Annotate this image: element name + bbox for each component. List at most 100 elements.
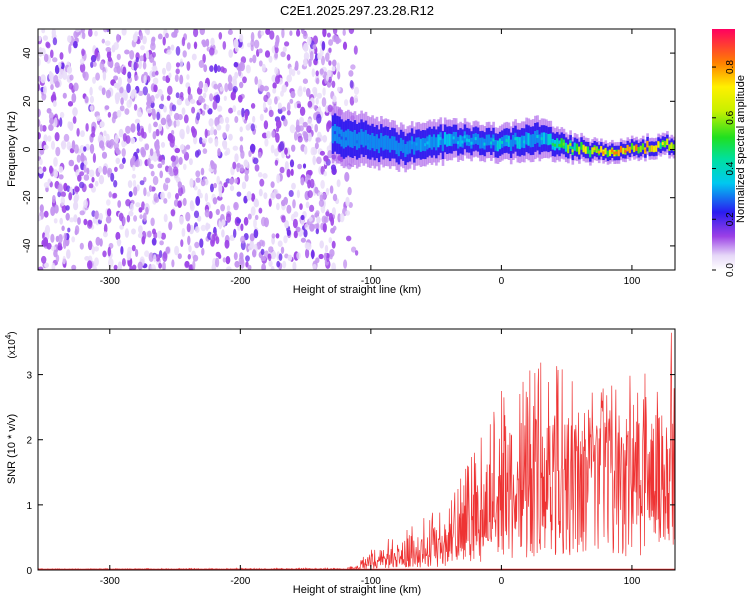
noise-speck <box>252 157 259 165</box>
noise-speck <box>139 31 143 41</box>
noise-speck <box>42 166 47 172</box>
noise-speck <box>348 202 353 208</box>
noise-speck <box>215 208 220 216</box>
noise-speck <box>287 254 293 261</box>
noise-speck <box>336 62 340 72</box>
noise-speck <box>221 219 226 227</box>
noise-speck <box>147 230 152 238</box>
noise-speck <box>149 148 154 157</box>
noise-speck <box>82 71 86 79</box>
noise-speck <box>263 94 269 103</box>
noise-speck <box>185 144 191 150</box>
noise-speck <box>315 257 320 264</box>
noise-speck <box>88 183 94 189</box>
noise-speck <box>38 132 41 140</box>
noise-speck <box>247 213 252 220</box>
noise-speck <box>92 76 97 84</box>
noise-speck <box>188 158 193 166</box>
noise-speck <box>174 147 181 154</box>
noise-speck <box>162 67 166 75</box>
noise-speck <box>162 36 166 46</box>
noise-speck <box>171 31 177 38</box>
noise-speck <box>328 76 332 83</box>
noise-speck <box>315 137 321 143</box>
noise-speck <box>84 256 90 261</box>
noise-speck <box>77 217 81 225</box>
noise-speck <box>307 132 312 142</box>
noise-speck <box>75 29 81 33</box>
noise-speck <box>229 185 235 192</box>
noise-speck <box>156 230 162 239</box>
band-peak <box>551 142 555 146</box>
noise-speck <box>276 260 281 268</box>
noise-speck <box>161 159 166 165</box>
noise-speck <box>282 260 287 269</box>
band-core <box>364 130 368 146</box>
band-peak <box>571 149 575 153</box>
noise-speck <box>232 161 237 170</box>
band-peak <box>461 140 465 144</box>
noise-speck <box>274 159 279 166</box>
noise-speck <box>138 225 143 234</box>
noise-speck <box>167 118 172 127</box>
noise-speck <box>240 235 246 244</box>
noise-speck <box>112 192 118 199</box>
noise-speck <box>236 191 242 197</box>
noise-speck <box>66 249 71 259</box>
noise-speck <box>267 98 272 106</box>
noise-speck <box>135 159 140 168</box>
noise-speck <box>148 123 152 134</box>
noise-speck <box>244 111 249 121</box>
band-peak <box>426 141 429 145</box>
noise-speck <box>116 53 121 61</box>
noise-speck <box>291 182 296 190</box>
noise-speck <box>344 99 349 107</box>
band-core <box>591 147 594 155</box>
noise-speck <box>55 146 61 157</box>
noise-speck <box>247 245 254 251</box>
noise-speck <box>215 94 221 104</box>
noise-speck <box>94 180 99 187</box>
noise-speck <box>120 97 124 105</box>
noise-speck <box>267 253 272 262</box>
noise-speck <box>195 177 201 183</box>
noise-speck <box>167 85 173 96</box>
noise-speck <box>86 167 90 175</box>
noise-speck <box>126 83 131 94</box>
noise-speck <box>179 74 184 85</box>
band-core <box>633 145 636 153</box>
noise-speck <box>296 103 302 109</box>
snr-series <box>38 332 675 570</box>
noise-speck <box>110 172 115 182</box>
noise-speck <box>226 266 232 270</box>
band-peak <box>514 137 517 141</box>
band-core <box>659 142 663 149</box>
noise-speck <box>40 74 46 84</box>
noise-speck <box>216 175 220 185</box>
band-core <box>430 136 434 150</box>
noise-speck <box>178 186 183 197</box>
noise-speck <box>104 105 110 110</box>
noise-speck <box>246 191 252 201</box>
bottom-y-label: SNR (10 * v/v) <box>6 414 18 484</box>
band-core <box>657 141 660 148</box>
noise-speck <box>275 193 282 200</box>
band-core <box>358 132 361 149</box>
noise-speck <box>294 131 298 141</box>
noise-speck <box>198 80 204 90</box>
noise-speck <box>131 228 136 235</box>
band-core <box>448 133 451 146</box>
noise-speck <box>79 242 84 250</box>
noise-speck <box>44 262 49 268</box>
noise-speck <box>84 96 89 104</box>
noise-speck <box>286 102 291 112</box>
band-peak <box>457 141 460 145</box>
noise-speck <box>54 64 60 75</box>
band-core <box>454 131 458 144</box>
band-core <box>531 134 535 147</box>
noise-speck <box>302 32 308 40</box>
noise-speck <box>52 57 58 63</box>
noise-speck <box>143 53 147 63</box>
noise-speck <box>274 51 278 59</box>
noise-speck <box>211 233 216 244</box>
